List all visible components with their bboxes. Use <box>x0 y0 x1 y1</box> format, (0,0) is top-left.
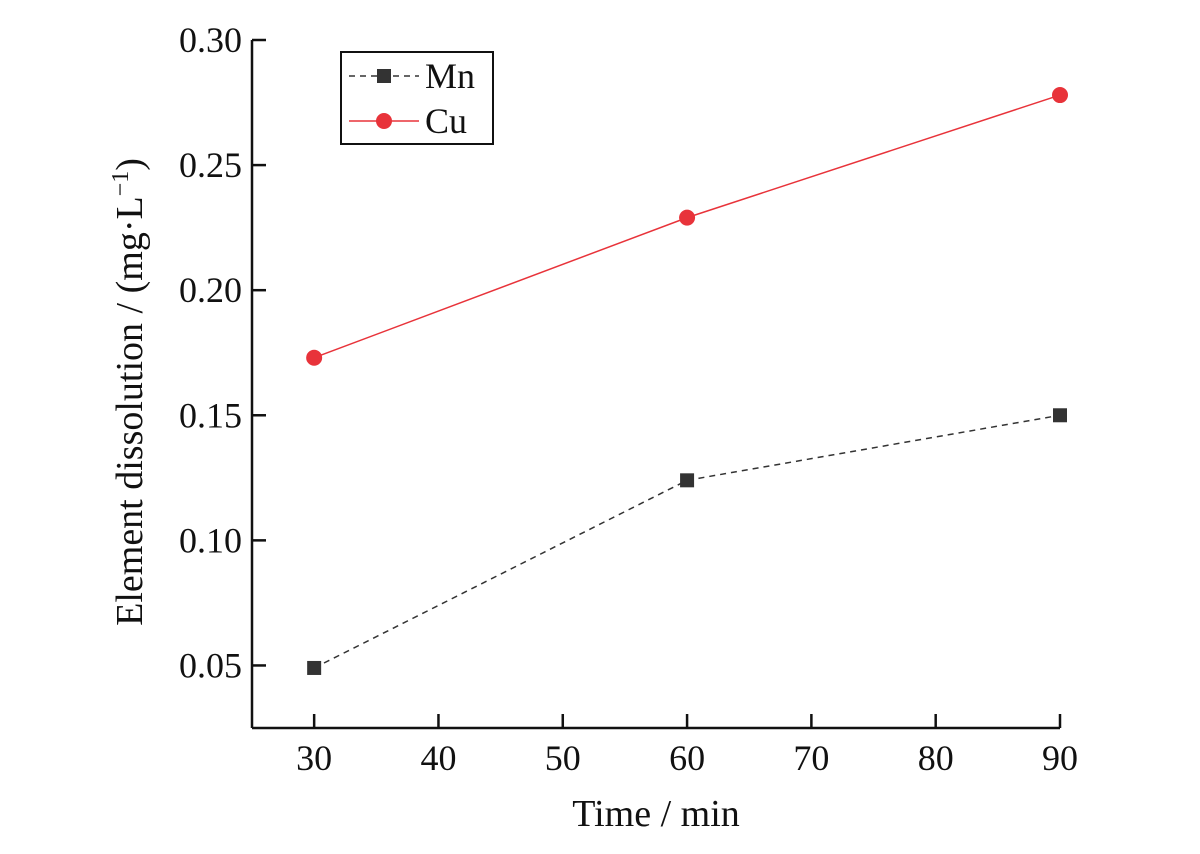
data-point-mn <box>680 473 695 488</box>
series-lines <box>313 94 1061 669</box>
legend-marker-cu <box>376 113 392 129</box>
series-markers <box>306 87 1068 675</box>
legend: Mn Cu <box>340 51 494 145</box>
x-tick-label: 70 <box>793 738 829 778</box>
data-point-cu <box>306 349 323 366</box>
y-tick-label: 0.05 <box>179 645 242 685</box>
x-tick-label: 50 <box>545 738 581 778</box>
data-point-mn <box>307 660 322 675</box>
x-tick-label: 90 <box>1042 738 1078 778</box>
y-tick-label: 0.25 <box>179 145 242 185</box>
legend-label-mn: Mn <box>425 56 475 96</box>
x-axis-title: Time / min <box>572 793 740 835</box>
y-axis-title-main: Element dissolution / (mg·L <box>109 196 151 626</box>
x-tick-label: 30 <box>296 738 332 778</box>
y-axis-title-superscript: −1 <box>108 171 134 197</box>
data-point-cu <box>679 209 696 226</box>
axes <box>250 40 1060 730</box>
data-point-mn <box>1053 408 1067 423</box>
data-point-cu <box>1052 87 1068 104</box>
x-tick-label: 40 <box>420 738 456 778</box>
x-tick-label: 80 <box>918 738 954 778</box>
y-tick-label: 0.10 <box>179 520 242 560</box>
legend-box <box>340 51 494 145</box>
legend-marker-mn <box>377 69 391 83</box>
legend-label-cu: Cu <box>425 101 467 141</box>
axis-ticks: 0.05 0.10 0.15 0.20 0.25 0.30 30 40 50 60 70 80 90 <box>179 20 1078 778</box>
y-axis-title-close: ) <box>109 158 151 171</box>
y-tick-label: 0.15 <box>179 395 242 435</box>
y-tick-label: 0.20 <box>179 270 242 310</box>
series-line-mn <box>313 414 1061 669</box>
y-axis-title: Element dissolution / (mg·L−1) <box>108 158 151 626</box>
x-tick-label: 60 <box>669 738 705 778</box>
y-tick-label: 0.30 <box>179 20 242 60</box>
